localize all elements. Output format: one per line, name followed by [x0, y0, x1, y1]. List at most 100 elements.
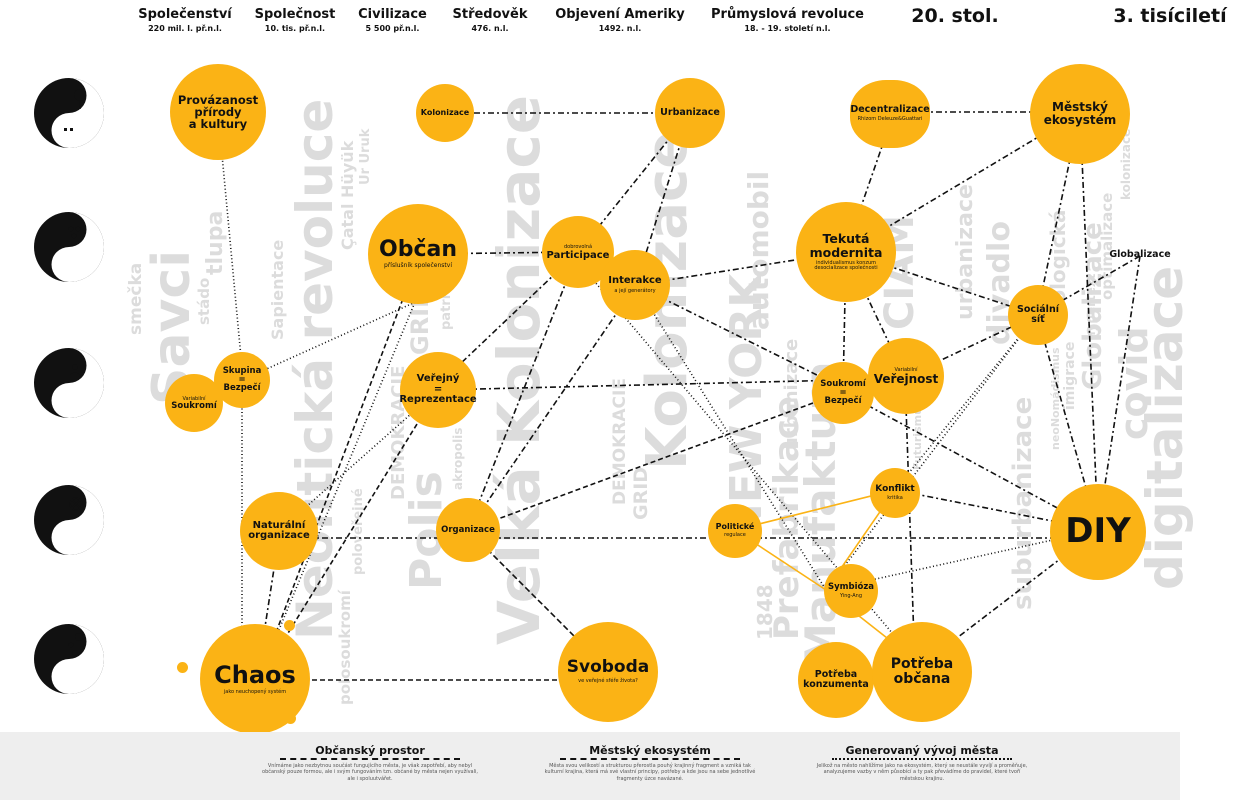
node-potreba-konzumenta: Potřeba konzumenta: [798, 642, 874, 718]
node-chaos: Chaos jako neuchopený systém: [200, 624, 310, 734]
era-name: Objevení Ameriky: [555, 7, 685, 22]
node-subtitle: ve veřejné sféře života?: [578, 678, 638, 685]
node-title: Interakce: [608, 275, 662, 286]
node-verejny: Veřejný = Reprezentace: [399, 352, 477, 428]
edge-accent: [734, 489, 896, 531]
era-name: Středověk: [452, 7, 528, 22]
node-title: Participace: [546, 249, 610, 261]
node-subtitle: Rhizom Deleuze&Guattari: [857, 116, 923, 123]
footer-legend-line: [280, 758, 460, 760]
node-title: Tekutá modernita: [809, 231, 883, 260]
node-title: DIY: [1065, 511, 1131, 552]
era-civilizace: Civilizace 5 500 př.n.l.: [350, 7, 435, 33]
node-subtitle: jako neuchopený systém: [223, 688, 287, 695]
node-title: Soukromí = Bezpečí: [820, 378, 866, 407]
node-title: Urbanizace: [660, 107, 720, 119]
edge: [241, 299, 421, 381]
yin-yang-group-icon: [34, 212, 104, 282]
yin-yang-check-icon: [34, 485, 104, 555]
node-verejnost: Variabilní Veřejnost: [868, 338, 944, 414]
node-subtitle: a její generátory: [614, 287, 656, 294]
era-stredovek: Středověk 476. n.l.: [445, 7, 535, 33]
edge: [437, 379, 844, 391]
edge: [1036, 111, 1081, 316]
node-soukromi-variabilni: Variabilní Soukromí: [165, 374, 223, 432]
node-title: Konflikt: [875, 483, 915, 494]
edge: [635, 284, 844, 389]
era-date: 5 500 př.n.l.: [365, 24, 420, 33]
era-name: Civilizace: [358, 7, 427, 22]
node-politicke: Politické regulace: [708, 504, 762, 558]
node-soukromi-bezpeci: Soukromí = Bezpečí: [812, 362, 874, 424]
footer-title: Občanský prostor: [315, 744, 425, 757]
node-subtitle: individualismus konzum desocializace spo…: [814, 259, 878, 272]
node-title: Politické: [715, 522, 755, 532]
node-title: Chaos: [214, 660, 296, 689]
node-title: Globalizace: [1109, 249, 1171, 261]
node-title: Symbióza: [827, 581, 875, 592]
footer-text: Jelikož na město nahlížíme jako na ekosy…: [816, 763, 1028, 782]
node-subtitle: Variabilní: [894, 366, 918, 373]
footer-band: [0, 732, 1180, 800]
edge: [467, 251, 579, 531]
accent-dot: [284, 620, 295, 631]
node-title: Svoboda: [566, 657, 650, 678]
edge: [635, 284, 827, 591]
accent-dot: [177, 662, 188, 673]
node-konflikt: Konflikt kritika: [870, 468, 920, 518]
edge: [255, 253, 421, 686]
node-potreba-obcana: Potřeba občana: [872, 622, 972, 722]
node-globalizace: Globalizace: [1108, 240, 1172, 270]
node-title: Skupina = Bezpečí: [222, 365, 262, 394]
node-skupina-bezpeci: Skupina = Bezpečí: [214, 352, 270, 408]
node-socialni-sit: Sociální síť: [1008, 285, 1068, 345]
node-symbioza: Symbióza Ying-Ang: [824, 564, 878, 618]
yin-yang-person-icon: [34, 348, 104, 418]
era-name: 20. stol.: [911, 5, 999, 27]
footer-title: Generovaný vývoj města: [845, 744, 999, 757]
node-provazanost: Provázanost přírody a kultury: [170, 64, 266, 160]
era-name: Společnost: [254, 7, 336, 22]
node-obcan: Občan příslušník společenství: [368, 204, 468, 304]
node-title: Občan: [379, 237, 457, 263]
yin-yang-house-icon: [34, 78, 104, 148]
node-subtitle: dobrovolná: [563, 244, 593, 250]
node-participace: dobrovolná Participace: [542, 216, 614, 288]
node-urbanizace: Urbanizace: [655, 78, 725, 148]
node-diy: DIY: [1050, 484, 1146, 580]
era-date: 1492. n.l.: [598, 24, 642, 33]
era-date: 476. n.l.: [471, 24, 509, 33]
era-objeveni-ameriky: Objevení Ameriky 1492. n.l.: [545, 7, 695, 33]
node-title: Organizace: [441, 524, 495, 535]
node-subtitle: regulace: [724, 532, 746, 539]
node-title: Potřeba občana: [890, 656, 954, 687]
node-mestsky-ekosystem: Městský ekosystém: [1030, 64, 1130, 164]
footer-legend-line: [832, 758, 1012, 760]
edge: [894, 489, 1099, 531]
edge: [1079, 111, 1099, 531]
era-name: 3. tisíciletí: [1113, 5, 1227, 27]
footer-mestsky-ekosystem: Městský ekosystém Města svou velikostí a…: [540, 744, 760, 782]
node-kolonizace: Kolonizace: [416, 84, 474, 142]
node-title: Decentralizace: [850, 104, 930, 116]
node-title: Naturální organizace: [248, 519, 310, 541]
era-date: 18. - 19. století n.l.: [744, 24, 831, 33]
footer-obcansky-prostor: Občanský prostor Vnímáme jako nezbytnou …: [260, 744, 480, 782]
era-3-tisicileti: 3. tisíciletí: [1100, 5, 1240, 27]
node-title: Veřejnost: [873, 372, 939, 387]
edge: [467, 391, 844, 531]
edge: [1097, 255, 1141, 531]
era-spolecenstvi: Společenství 220 mil. l. př.n.l.: [130, 7, 240, 33]
node-decentralizace: Decentralizace Rhizom Deleuze&Guattari: [850, 80, 930, 148]
era-date: 220 mil. l. př.n.l.: [148, 24, 222, 33]
node-title: Soukromí: [171, 401, 217, 412]
node-interakce: Interakce a její generátory: [600, 250, 670, 320]
footer-text: Vnímáme jako nezbytnou součást fungující…: [262, 763, 478, 782]
footer-generovany-vyvoj: Generovaný vývoj města Jelikož na město …: [812, 744, 1032, 782]
node-naturalni-organizace: Naturální organizace: [240, 492, 318, 570]
era-name: Společenství: [138, 7, 232, 22]
node-title: Kolonizace: [420, 107, 470, 117]
node-organizace: Organizace: [436, 498, 500, 562]
footer-title: Městský ekosystém: [589, 744, 711, 757]
